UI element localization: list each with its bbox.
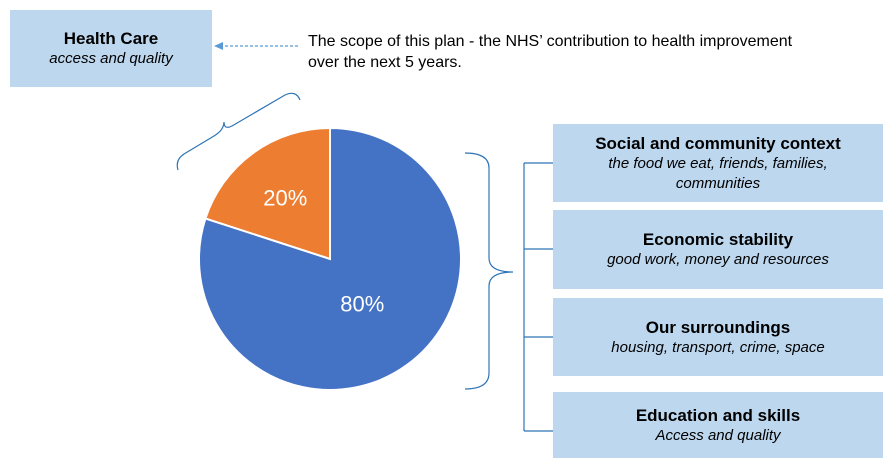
health-care-subtitle: access and quality — [49, 50, 173, 67]
factor-box-surroundings: Our surroundings housing, transport, cri… — [553, 298, 883, 376]
pie-slice-other-factors — [198, 126, 462, 391]
factor-box-education: Education and skills Access and quality — [553, 392, 883, 458]
factor-subtitle: housing, transport, crime, space — [611, 338, 825, 356]
factor-title: Our surroundings — [645, 317, 791, 337]
factor-box-economic: Economic stability good work, money and … — [553, 210, 883, 289]
scope-arrow — [214, 42, 298, 50]
pie-label-20: 20% — [263, 186, 307, 211]
factor-title: Social and community context — [595, 133, 841, 153]
factor-title: Education and skills — [635, 405, 801, 425]
scope-note: The scope of this plan - the NHS’ contri… — [308, 33, 793, 71]
factor-subtitle: good work, money and resources — [607, 251, 829, 268]
pie-chart: 20% 80% — [198, 126, 462, 391]
factors-brace — [464, 152, 514, 390]
factor-title: Economic stability — [642, 230, 794, 249]
factor-subtitle: Access and quality — [655, 426, 781, 444]
factor-subtitle: the food we eat, friends, families, comm… — [608, 154, 828, 192]
health-care-box: Health Care access and quality — [10, 10, 212, 87]
health-care-title: Health Care — [63, 29, 159, 48]
pie-slice-health-care — [204, 126, 331, 261]
factors-connector — [523, 162, 553, 432]
health-care-brace — [176, 92, 301, 171]
factor-box-social: Social and community context the food we… — [553, 124, 883, 202]
pie-label-80: 80% — [340, 292, 384, 317]
